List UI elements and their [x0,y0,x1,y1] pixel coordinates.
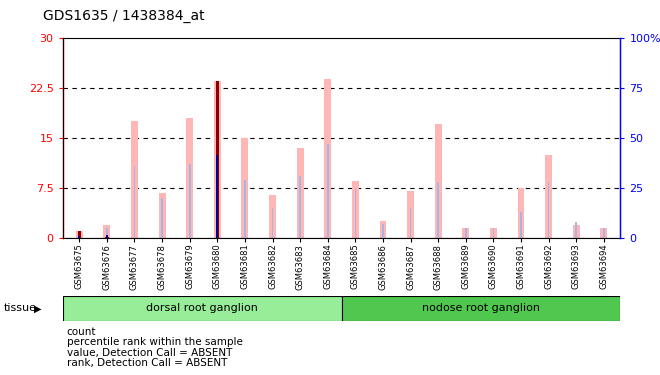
Bar [517,188,525,238]
Bar [131,121,138,238]
Text: nodose root ganglion: nodose root ganglion [422,303,540,313]
Bar [106,235,108,238]
Bar [216,81,219,238]
Bar [410,208,411,238]
Bar [603,228,605,238]
Bar [216,154,218,238]
Bar [79,236,80,238]
Bar [189,164,191,238]
Bar [104,225,110,238]
Bar [435,124,442,238]
Bar [105,237,108,238]
Bar [352,181,359,238]
Bar [492,228,494,238]
Text: dorsal root ganglion: dorsal root ganglion [146,303,258,313]
Bar [576,222,577,238]
Bar [299,176,301,238]
Text: rank, Detection Call = ABSENT: rank, Detection Call = ABSENT [67,358,227,368]
Bar [490,228,497,238]
Bar [520,212,522,238]
Bar [573,225,579,238]
Bar [186,118,193,238]
Bar [216,152,218,238]
Text: tissue: tissue [3,303,36,313]
Bar [324,79,331,238]
Bar [342,296,620,321]
Bar [106,228,108,238]
Bar [465,228,467,238]
Bar [272,208,273,238]
Bar [76,231,82,238]
Text: value, Detection Call = ABSENT: value, Detection Call = ABSENT [67,348,232,358]
Bar [327,144,329,238]
Bar [601,228,607,238]
Bar [545,154,552,238]
Bar [548,182,549,238]
Bar [78,231,81,238]
Bar [244,180,246,238]
Text: percentile rank within the sample: percentile rank within the sample [67,338,242,347]
Bar [297,148,304,238]
Bar [79,232,80,238]
Bar [158,193,166,238]
Bar [214,81,220,238]
Bar [269,195,276,238]
Bar [134,166,135,238]
Bar [379,221,386,238]
Bar [242,138,248,238]
Bar [438,182,439,238]
Bar [63,296,342,321]
Text: ▶: ▶ [34,303,42,313]
Text: GDS1635 / 1438384_at: GDS1635 / 1438384_at [43,9,205,23]
Bar [463,228,469,238]
Text: count: count [67,327,96,337]
Bar [354,188,356,238]
Bar [382,224,384,238]
Bar [161,198,163,238]
Bar [407,191,414,238]
